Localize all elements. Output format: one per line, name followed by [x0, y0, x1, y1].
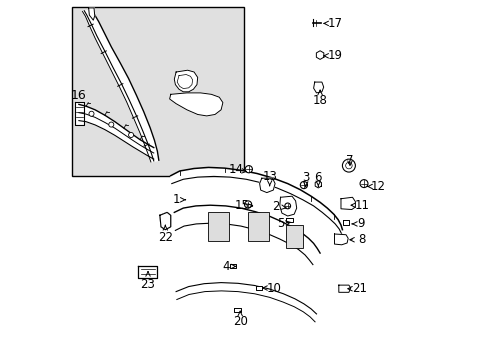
Text: 6: 6 — [314, 171, 322, 186]
Text: 2: 2 — [272, 200, 285, 213]
Text: 22: 22 — [158, 225, 172, 244]
Polygon shape — [174, 205, 320, 265]
Polygon shape — [160, 212, 170, 230]
Bar — [208, 212, 229, 241]
Text: 9: 9 — [351, 217, 365, 230]
Bar — [247, 212, 268, 241]
Polygon shape — [82, 10, 159, 162]
Polygon shape — [313, 82, 323, 93]
Polygon shape — [174, 70, 197, 92]
Polygon shape — [342, 220, 348, 225]
Text: 4: 4 — [222, 260, 235, 273]
Polygon shape — [279, 196, 296, 216]
Polygon shape — [259, 178, 275, 193]
Circle shape — [128, 132, 133, 138]
Text: 3: 3 — [302, 171, 309, 186]
Circle shape — [244, 201, 251, 208]
Polygon shape — [176, 283, 316, 322]
Text: 19: 19 — [324, 49, 342, 62]
Text: 8: 8 — [349, 233, 365, 246]
Polygon shape — [340, 197, 355, 210]
Polygon shape — [170, 167, 343, 239]
Text: 21: 21 — [347, 282, 366, 295]
Polygon shape — [79, 104, 153, 159]
Circle shape — [359, 180, 367, 188]
Polygon shape — [315, 181, 321, 188]
Polygon shape — [160, 212, 170, 230]
Polygon shape — [255, 286, 262, 290]
Polygon shape — [334, 234, 347, 245]
Bar — [72, 7, 244, 176]
Text: 12: 12 — [366, 180, 385, 193]
Polygon shape — [138, 266, 157, 278]
Polygon shape — [338, 285, 350, 292]
Text: 20: 20 — [232, 311, 247, 328]
Circle shape — [89, 111, 94, 116]
Circle shape — [108, 122, 114, 127]
Polygon shape — [316, 51, 323, 59]
Text: 7: 7 — [346, 154, 353, 167]
Text: 13: 13 — [262, 170, 277, 186]
Text: 1: 1 — [172, 193, 185, 206]
Text: 16: 16 — [71, 89, 86, 102]
Polygon shape — [75, 102, 84, 125]
Bar — [285, 225, 303, 248]
Circle shape — [342, 159, 355, 172]
Text: 5: 5 — [276, 217, 290, 230]
Text: 15: 15 — [234, 199, 252, 212]
Polygon shape — [234, 308, 240, 312]
Text: 14: 14 — [228, 163, 246, 176]
Text: 18: 18 — [312, 90, 327, 107]
Circle shape — [300, 181, 307, 189]
Polygon shape — [285, 218, 292, 222]
Circle shape — [244, 166, 252, 173]
Text: 11: 11 — [350, 199, 369, 212]
Polygon shape — [229, 264, 236, 268]
Text: 10: 10 — [263, 282, 281, 294]
Text: 23: 23 — [140, 272, 155, 291]
Text: 17: 17 — [324, 17, 342, 30]
Circle shape — [284, 203, 290, 209]
Polygon shape — [88, 8, 95, 20]
Circle shape — [345, 162, 351, 169]
Polygon shape — [169, 93, 223, 116]
